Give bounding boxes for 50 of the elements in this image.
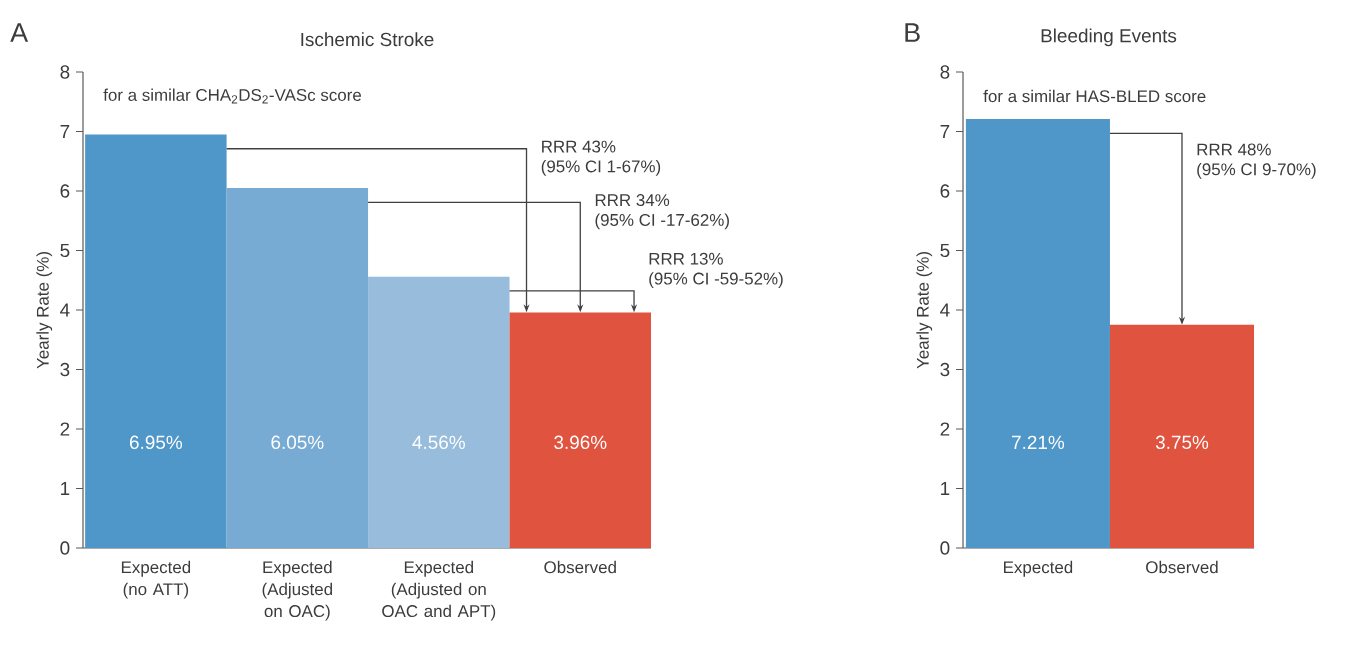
y-tick-label: 0 <box>940 541 950 555</box>
bar <box>368 276 510 548</box>
y-tick-label: 2 <box>60 422 70 436</box>
y-tick-label: 4 <box>940 303 950 317</box>
y-tick-label: 7 <box>940 124 950 139</box>
annotation: RRR 48% <box>1197 143 1271 156</box>
y-tick-label: 6 <box>940 184 950 198</box>
annotation: RRR 13% <box>649 252 723 265</box>
y-tick-label: 8 <box>940 65 950 79</box>
y-tick-label: 3 <box>60 362 70 377</box>
annotation: RRR 43% <box>542 140 616 153</box>
annotation: (95% CI 9-70%) <box>1197 162 1316 179</box>
text: B <box>905 23 920 42</box>
y-tick-label: 4 <box>60 303 70 317</box>
data-label: 3.96% <box>554 435 607 450</box>
annotation: for a similar HAS-BLED score <box>983 89 1206 103</box>
annotation: (95% CI -17-62%) <box>595 213 729 230</box>
data-label: 7.21% <box>1012 435 1065 449</box>
data-label: 6.95% <box>129 435 183 450</box>
y-tick-label: 7 <box>60 124 70 139</box>
y-tick-label: 2 <box>940 422 950 436</box>
bar <box>85 134 227 548</box>
y-tick-label: 3 <box>940 362 950 377</box>
annotation: for a similar CHA$_{2}$DS$_{2}$-VASc score <box>103 88 361 104</box>
bar <box>226 188 369 548</box>
data-label: 6.05% <box>271 435 324 450</box>
chart-title: Ischemic Stroke <box>301 32 434 47</box>
annotation: (95% CI -59-52%) <box>649 272 783 288</box>
data-label: 3.75% <box>1155 435 1209 450</box>
bar <box>509 312 652 548</box>
y-tick-label: 5 <box>60 243 70 258</box>
x-tick-label: Expected (Adjusted on OAC) <box>262 560 332 621</box>
y-axis-title: Yearly Rate (%) <box>916 252 933 369</box>
y-tick-label: 0 <box>60 541 70 555</box>
x-tick-label: Observed <box>544 560 616 574</box>
x-tick-label: Expected (Adjusted on OAC and APT) <box>382 560 496 621</box>
x-tick-label: Expected <box>1004 560 1073 577</box>
chart-title: Bleeding Events <box>1041 28 1177 47</box>
x-tick-label: Observed <box>1146 560 1218 574</box>
text: A <box>10 23 29 42</box>
annotation: (95% CI 1-67%) <box>541 159 661 176</box>
x-tick-label: Expected (no ATT) <box>121 560 191 599</box>
y-axis-title: Yearly Rate (%) <box>36 252 53 369</box>
y-tick-label: 8 <box>60 65 70 79</box>
y-tick-label: 1 <box>941 481 950 496</box>
y-tick-label: 5 <box>940 243 950 258</box>
data-label: 4.56% <box>412 435 465 450</box>
y-tick-label: 6 <box>60 184 70 198</box>
y-tick-label: 1 <box>61 481 70 496</box>
annotation: RRR 34% <box>595 194 670 207</box>
